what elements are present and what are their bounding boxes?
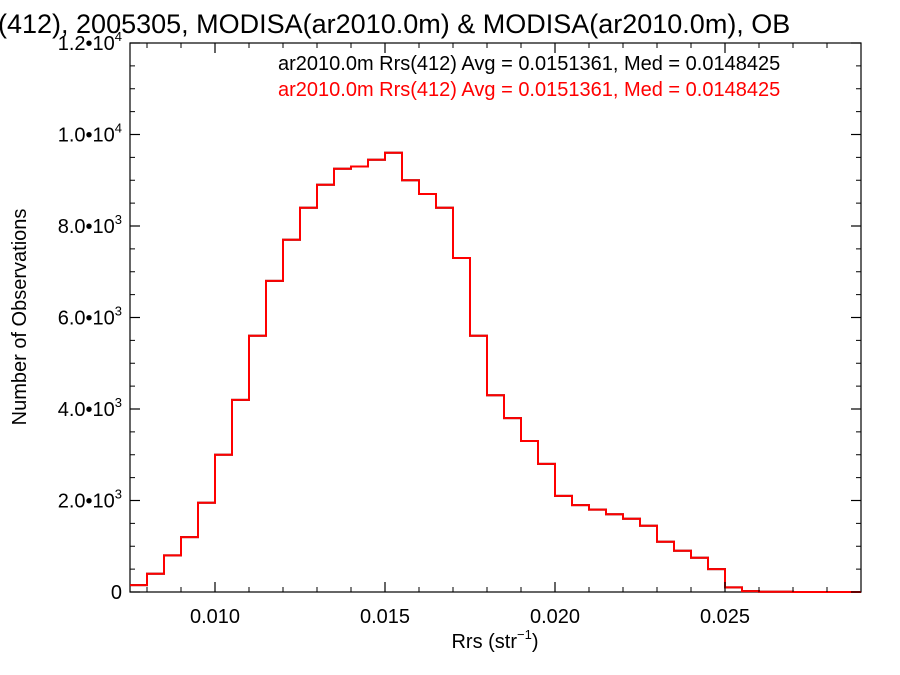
x-axis-label-sup: −1 (517, 627, 532, 642)
y-tick-label-6: 1.2•104 (58, 29, 122, 55)
y-tick-label-2: 4.0•103 (58, 395, 122, 421)
chart-title: (412), 2005305, MODISA(ar2010.0m) & MODI… (0, 9, 790, 39)
plot-frame (129, 42, 862, 593)
x-tick-label-3: 0.025 (700, 606, 750, 628)
y-tick-label-5: 1.0•104 (58, 121, 122, 147)
y-axis-label: Number of Observations (9, 209, 31, 426)
x-tick-label-1: 0.015 (360, 606, 410, 628)
series-1-histogram-line (130, 151, 861, 593)
y-tick-label-1: 2.0•103 (58, 487, 122, 513)
x-axis-label: Rrs (str−1) (451, 627, 538, 653)
series-0-histogram-line (130, 151, 861, 593)
x-axis-label-main: Rrs (str (451, 631, 517, 653)
x-tick-label-0: 0.010 (190, 606, 240, 628)
series-layer (130, 151, 861, 593)
y-tick-label-4: 8.0•103 (58, 212, 122, 238)
x-tick-label-2: 0.020 (530, 606, 580, 628)
y-tick-label-0: 0 (111, 582, 122, 604)
y-tick-label-3: 6.0•103 (58, 304, 122, 330)
plot-border (129, 42, 862, 593)
x-axis-label-end: ) (532, 631, 539, 653)
ticks-layer: 0.010 0.015 0.020 0.025 0 2.0•103 4.0•103 6.0•1… (58, 29, 861, 628)
legend-entry-black: ar2010.0m Rrs(412) Avg = 0.0151361, Med … (278, 53, 780, 75)
legend-entry-red: ar2010.0m Rrs(412) Avg = 0.0151361, Med … (278, 79, 780, 101)
